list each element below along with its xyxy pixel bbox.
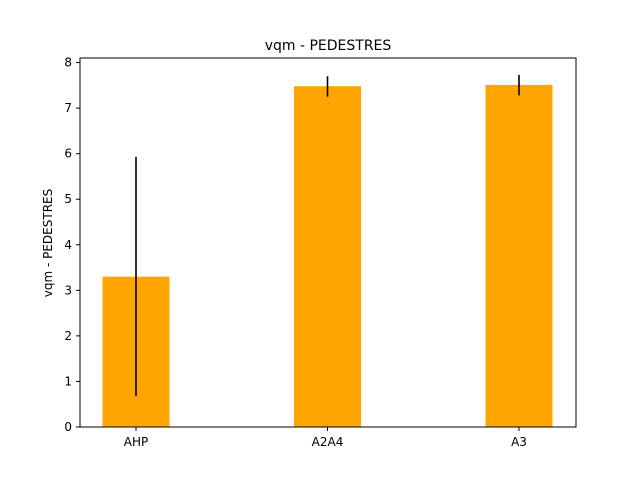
y-tick-label-3: 3 bbox=[64, 283, 72, 297]
plot-area: AHP A2A4 A3 0 1 2 3 4 5 6 7 8 bbox=[64, 56, 553, 449]
x-tick-label-ahp: AHP bbox=[124, 435, 148, 449]
y-tick-label-2: 2 bbox=[64, 329, 72, 343]
bar-a3 bbox=[485, 84, 553, 427]
x-tick-label-a3: A3 bbox=[511, 435, 527, 449]
y-tick-label-4: 4 bbox=[64, 238, 72, 252]
y-axis-label: vqm - PEDESTRES bbox=[41, 189, 55, 298]
y-tick-label-5: 5 bbox=[64, 192, 72, 206]
y-tick-label-1: 1 bbox=[64, 374, 72, 388]
y-tick-label-7: 7 bbox=[64, 101, 72, 115]
y-tick-label-0: 0 bbox=[64, 420, 72, 434]
x-tick-label-a2a4: A2A4 bbox=[312, 435, 344, 449]
axes-frame bbox=[79, 57, 577, 428]
bar-a2a4 bbox=[294, 86, 361, 427]
y-tick-label-6: 6 bbox=[64, 147, 72, 161]
chart-title: vqm - PEDESTRES bbox=[265, 38, 392, 54]
y-tick-label-8: 8 bbox=[64, 56, 72, 70]
